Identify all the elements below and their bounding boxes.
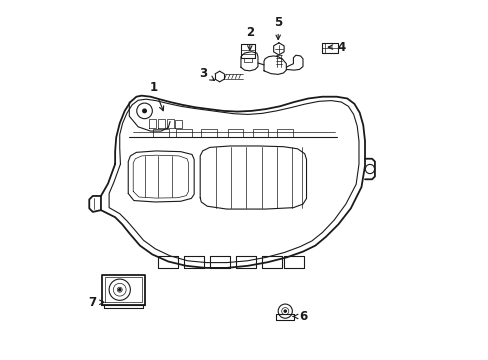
Text: 1: 1 [150, 81, 163, 111]
Text: 2: 2 [245, 26, 253, 50]
Text: 5: 5 [273, 16, 282, 40]
Circle shape [119, 289, 121, 291]
Circle shape [284, 310, 286, 312]
Text: 3: 3 [199, 67, 214, 80]
Text: 6: 6 [292, 310, 306, 323]
Circle shape [142, 109, 146, 113]
Text: 7: 7 [88, 296, 104, 309]
Text: 4: 4 [327, 41, 346, 54]
